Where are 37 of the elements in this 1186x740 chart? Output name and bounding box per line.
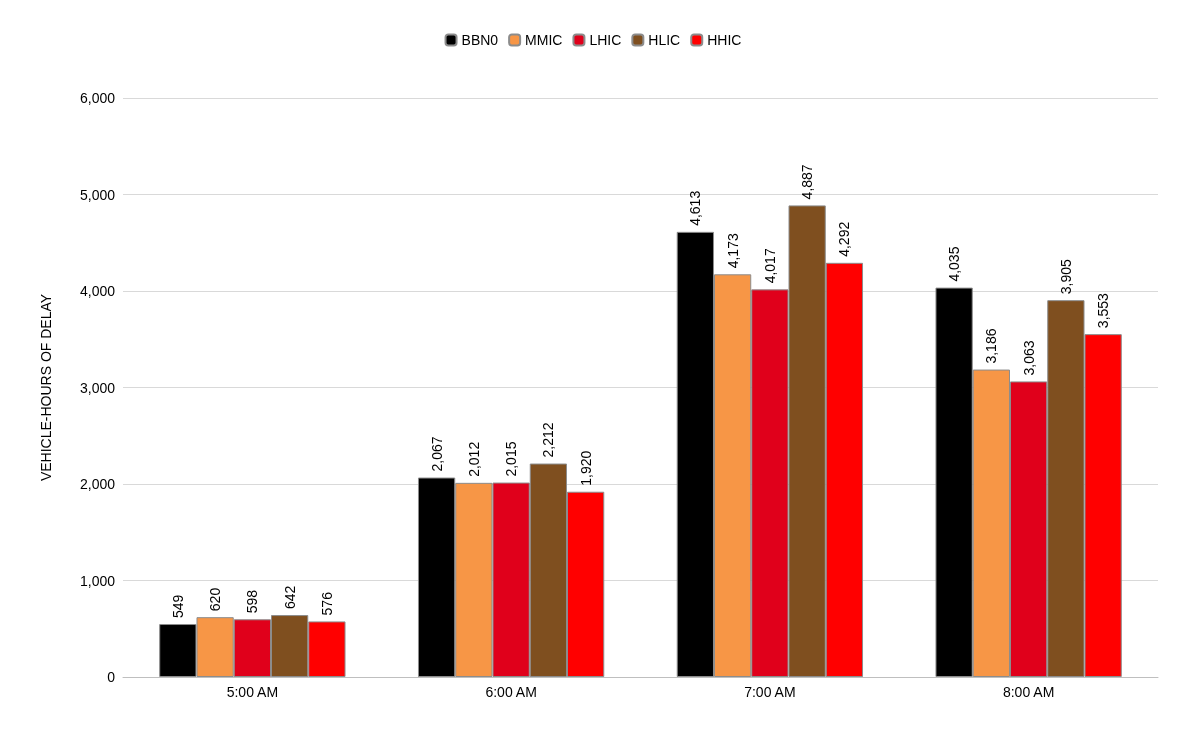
data-label: 1,920 <box>577 450 594 486</box>
y-tick-label: 4,000 <box>79 283 116 299</box>
data-label: 4,613 <box>687 190 704 226</box>
data-label: 4,887 <box>799 164 816 200</box>
legend-label: HHIC <box>707 32 742 48</box>
data-label: 3,553 <box>1095 292 1112 329</box>
data-label: 598 <box>244 589 261 614</box>
y-axis-title: VEHICLE-HOURS OF DELAY <box>38 293 54 482</box>
data-label: 576 <box>318 591 335 616</box>
data-label: 4,017 <box>761 248 778 284</box>
x-tick-label: 5:00 AM <box>226 684 279 700</box>
data-label: 4,035 <box>946 246 963 282</box>
legend-label: LHIC <box>589 32 622 48</box>
data-label: 549 <box>169 594 186 619</box>
legend-label: HLIC <box>648 32 681 48</box>
y-tick-label: 6,000 <box>79 90 116 106</box>
x-tick-label: 8:00 AM <box>1002 684 1055 700</box>
data-label: 642 <box>281 585 298 610</box>
data-label: 2,212 <box>540 422 557 458</box>
legend-label: BBN0 <box>461 32 499 48</box>
y-tick-label: 3,000 <box>79 379 116 396</box>
x-tick-label: 6:00 AM <box>485 684 537 700</box>
data-label: 2,015 <box>503 441 520 477</box>
y-tick-label: 2,000 <box>79 476 116 492</box>
data-label: 4,173 <box>724 233 741 269</box>
y-tick-label: 1,000 <box>79 572 116 589</box>
data-label: 2,012 <box>465 441 482 477</box>
legend-label: MMIC <box>525 32 563 48</box>
y-tick-label: 5,000 <box>79 186 116 203</box>
data-label: 2,067 <box>428 436 445 472</box>
data-label: 3,905 <box>1057 258 1074 295</box>
data-label: 620 <box>207 587 224 612</box>
data-label: 3,186 <box>983 328 1000 364</box>
data-label: 3,063 <box>1020 340 1037 376</box>
data-label: 4,292 <box>836 221 853 257</box>
y-tick-label: 0 <box>107 669 116 685</box>
x-tick-label: 7:00 AM <box>744 684 796 700</box>
